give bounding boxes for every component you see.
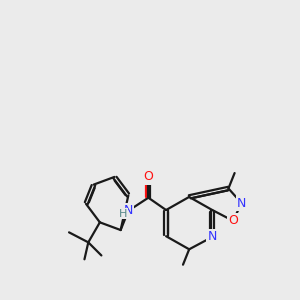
Text: O: O: [228, 214, 238, 227]
Text: O: O: [143, 170, 153, 183]
Text: N: N: [208, 230, 217, 244]
Text: H: H: [119, 209, 127, 219]
Text: N: N: [237, 196, 246, 210]
Text: H: H: [119, 209, 127, 219]
Text: O: O: [143, 170, 153, 183]
Text: N: N: [237, 196, 246, 210]
Text: N: N: [124, 204, 133, 217]
Text: N: N: [208, 230, 217, 244]
Text: O: O: [228, 214, 238, 227]
Text: N: N: [124, 204, 133, 217]
